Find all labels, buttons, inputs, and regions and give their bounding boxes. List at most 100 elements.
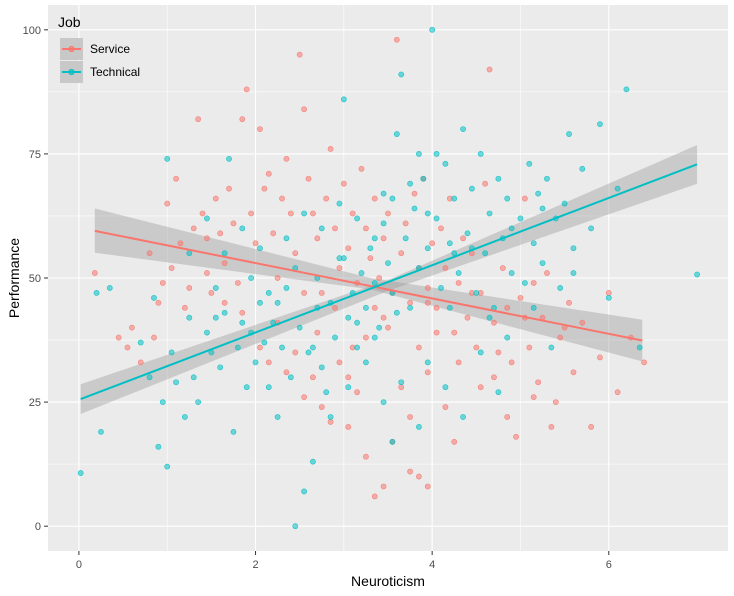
data-point <box>429 26 436 33</box>
legend: Job Service Technical <box>58 14 140 83</box>
data-point <box>77 470 84 476</box>
data-point <box>557 334 564 341</box>
data-point <box>146 374 153 381</box>
data-point <box>521 280 528 286</box>
data-point <box>438 285 444 291</box>
data-point <box>287 374 294 381</box>
data-point <box>477 349 484 356</box>
data-point <box>93 289 100 296</box>
data-point <box>491 374 497 381</box>
y-tick-label: 50 <box>29 273 41 285</box>
data-point <box>248 210 255 217</box>
data-point <box>234 344 241 351</box>
data-point <box>389 195 396 202</box>
data-point <box>173 175 179 182</box>
data-point <box>636 344 643 351</box>
data-point <box>513 433 519 440</box>
data-point <box>314 329 321 336</box>
data-point <box>261 185 268 192</box>
data-point <box>243 384 250 391</box>
data-point <box>212 195 219 202</box>
data-point <box>318 289 325 296</box>
data-point <box>106 285 113 291</box>
data-point <box>296 324 303 331</box>
data-point <box>204 235 210 242</box>
data-point <box>530 280 537 286</box>
data-point <box>486 66 493 73</box>
data-point <box>442 160 449 167</box>
data-point <box>186 285 193 291</box>
data-point <box>451 329 458 336</box>
data-point <box>424 285 431 291</box>
data-point <box>168 265 175 271</box>
data-point <box>146 250 153 257</box>
data-point <box>424 245 431 252</box>
data-point <box>226 185 232 192</box>
data-point <box>283 155 290 162</box>
data-point <box>570 245 577 252</box>
data-point <box>248 275 255 281</box>
data-point <box>345 314 352 321</box>
data-point <box>398 250 405 257</box>
data-point <box>535 190 542 197</box>
data-point <box>424 369 431 376</box>
y-tick-label: 75 <box>29 149 41 161</box>
data-point <box>433 329 440 336</box>
data-point <box>416 424 422 430</box>
data-point <box>504 195 511 202</box>
data-point <box>561 200 568 207</box>
data-point <box>310 374 316 381</box>
data-point <box>301 289 308 296</box>
data-point <box>358 165 365 172</box>
data-point <box>552 399 559 405</box>
data-point <box>327 419 334 425</box>
data-point <box>495 389 502 396</box>
data-point <box>605 289 612 296</box>
data-point <box>407 414 413 420</box>
fit-line <box>94 229 643 342</box>
data-point <box>385 324 391 331</box>
data-point <box>296 51 303 58</box>
data-point <box>641 359 648 366</box>
data-point <box>186 250 193 257</box>
data-point <box>530 240 537 247</box>
data-point <box>221 250 228 257</box>
data-point <box>451 195 458 202</box>
data-point <box>204 329 210 336</box>
data-point <box>477 384 484 391</box>
data-point <box>380 190 387 197</box>
data-point <box>221 299 228 306</box>
data-point <box>451 438 458 445</box>
data-point <box>398 384 405 391</box>
data-point <box>234 280 241 286</box>
legend-key-point <box>68 45 75 53</box>
data-point <box>566 131 572 137</box>
data-point <box>98 428 104 435</box>
data-point <box>482 180 489 187</box>
data-point <box>340 180 347 187</box>
data-point <box>460 414 466 420</box>
data-point <box>230 428 237 435</box>
data-point <box>332 334 338 341</box>
data-point <box>424 299 431 306</box>
data-point <box>301 488 308 495</box>
data-point <box>239 309 246 316</box>
data-point <box>548 424 555 430</box>
data-point <box>301 106 308 113</box>
data-point <box>446 240 453 247</box>
data-point <box>230 220 237 227</box>
data-point <box>181 304 188 311</box>
data-point <box>544 175 550 182</box>
data-point <box>340 255 347 262</box>
axis-ticks: 0 2 4 6 0 25 50 75 100 <box>23 25 612 571</box>
data-point <box>257 299 263 306</box>
data-point <box>252 359 259 366</box>
data-point <box>283 369 290 376</box>
x-tick-label: 0 <box>76 559 82 571</box>
data-point <box>212 285 219 291</box>
data-point <box>398 71 405 78</box>
data-point <box>504 414 511 420</box>
data-point <box>380 235 387 242</box>
data-point <box>451 250 458 257</box>
data-point <box>508 270 515 276</box>
